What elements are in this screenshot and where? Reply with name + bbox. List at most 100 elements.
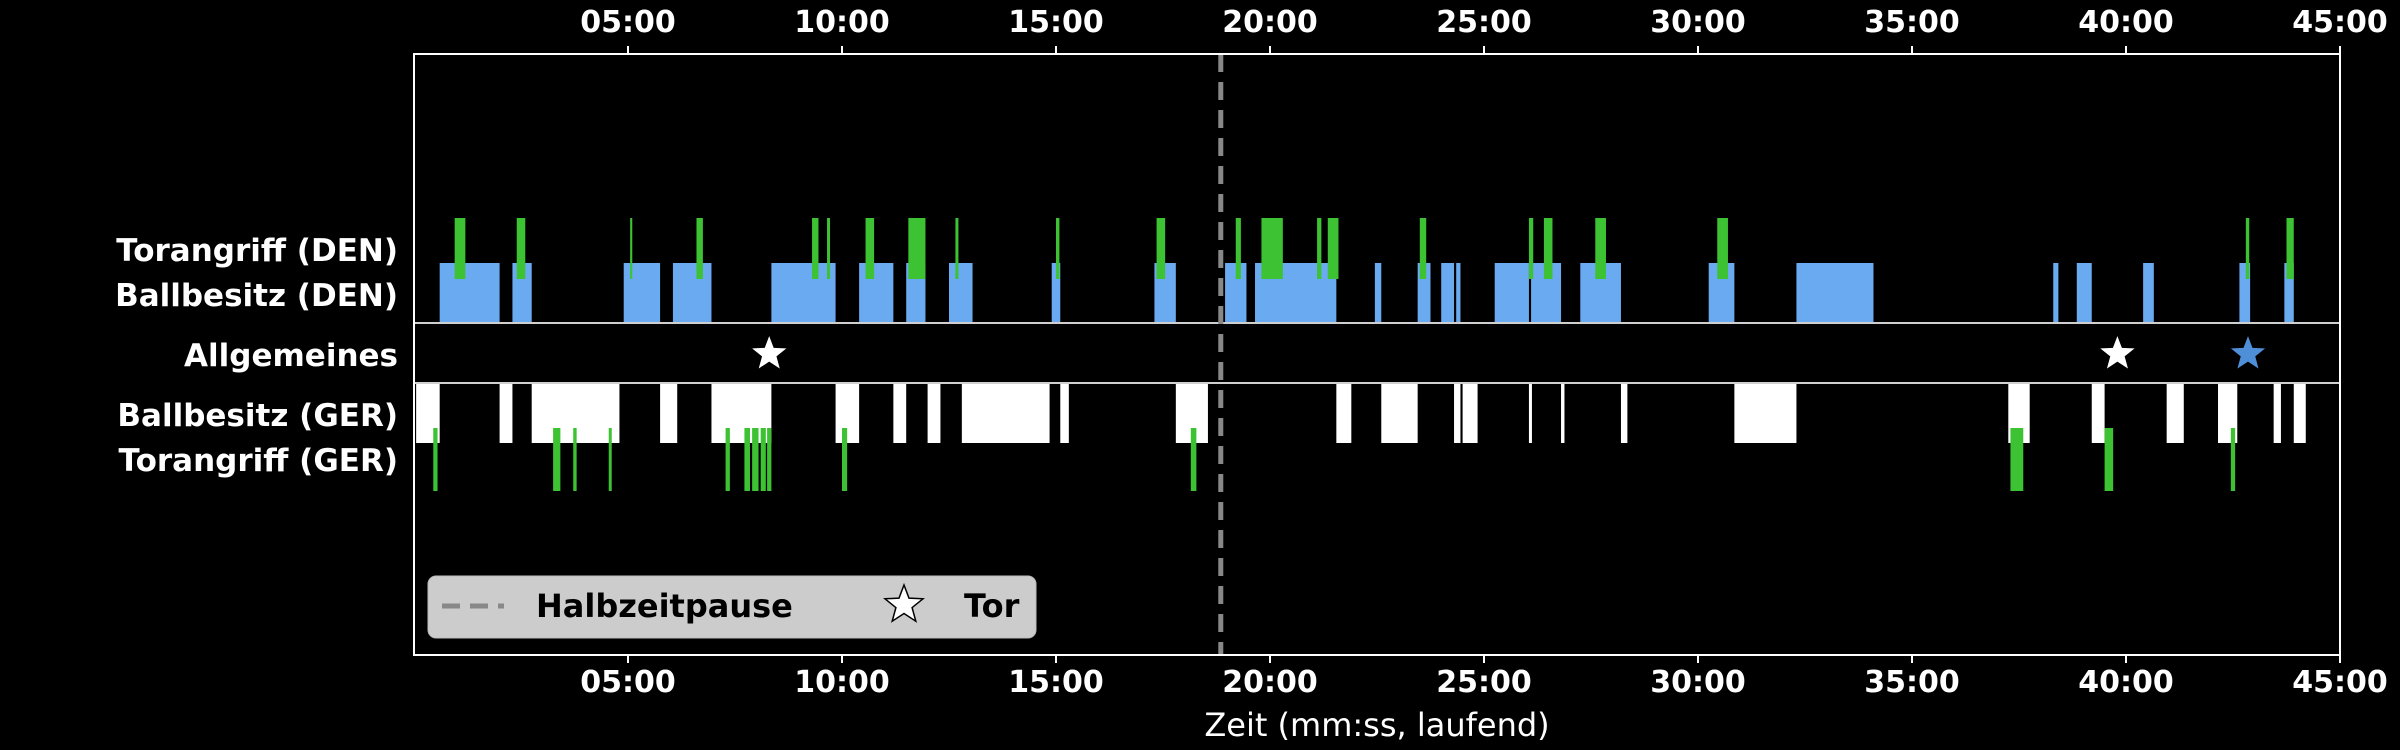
torangriff-ger-bar	[744, 428, 750, 491]
torangriff-ger-bar	[608, 428, 612, 491]
ballbesitz-ger-bar	[1454, 383, 1461, 443]
ballbesitz-den-bar	[1441, 263, 1455, 323]
torangriff-ger-bar	[1190, 428, 1197, 491]
ballbesitz-ger-bar	[1462, 383, 1478, 443]
ballbesitz-den-bar	[2284, 263, 2294, 323]
ballbesitz-ger-bar	[927, 383, 941, 443]
torangriff-den-bar	[908, 218, 926, 279]
torangriff-ger-bar	[553, 428, 561, 491]
tick-label-top: 45:00	[2292, 5, 2388, 40]
ballbesitz-ger-bar	[2166, 383, 2184, 443]
ballbesitz-den-bar	[623, 263, 661, 323]
row-label-ballbesitz-ger: Ballbesitz (GER)	[117, 398, 398, 434]
torangriff-ger-series	[433, 428, 2236, 491]
goal-star-icon	[2226, 331, 2270, 372]
tick-label-bottom: 35:00	[1864, 665, 1960, 700]
tick-label-bottom: 15:00	[1008, 665, 1104, 700]
tick-label-top: 05:00	[580, 5, 676, 40]
ballbesitz-den-bar	[1051, 263, 1061, 323]
ballbesitz-ger-bar	[893, 383, 907, 443]
torangriff-den-bar	[2286, 218, 2294, 279]
torangriff-ger-bar	[752, 428, 759, 491]
ballbesitz-ger-bar	[961, 383, 1050, 443]
ballbesitz-ger-bar	[660, 383, 678, 443]
ballbesitz-den-bar	[2076, 263, 2092, 323]
torangriff-den-bar	[1056, 218, 1060, 279]
goal-star-icon	[748, 331, 791, 372]
torangriff-den-bar	[454, 218, 466, 279]
torangriff-den-bar	[630, 218, 633, 279]
torangriff-ger-bar	[760, 428, 766, 491]
ballbesitz-den-bar	[1225, 263, 1247, 323]
ballbesitz-ger-bar	[1381, 383, 1418, 443]
ballbesitz-ger-bar	[1528, 383, 1532, 443]
goal-star-icon	[2096, 331, 2139, 372]
ballbesitz-ger-bar	[1620, 383, 1628, 443]
ballbesitz-den-bar	[949, 263, 973, 323]
ballbesitz-den-bar	[672, 263, 712, 323]
tick-label-bottom: 25:00	[1436, 665, 1532, 700]
torangriff-den-bar	[1156, 218, 1166, 279]
torangriff-ger-bar	[2104, 428, 2114, 491]
torangriff-ger-bar	[433, 428, 438, 491]
legend-label-halbzeitpause: Halbzeitpause	[536, 587, 793, 625]
tick-label-top: 30:00	[1650, 5, 1746, 40]
plot-frame	[413, 53, 2341, 656]
row-label-allgemeines: Allgemeines	[184, 338, 398, 374]
ballbesitz-ger-bar	[1336, 383, 1352, 443]
torangriff-den-bar	[1595, 218, 1606, 279]
torangriff-den-bar	[1327, 218, 1339, 279]
tick-label-top: 10:00	[794, 5, 890, 40]
ballbesitz-den-series	[439, 263, 2294, 323]
ballbesitz-den-bar	[2053, 263, 2059, 323]
row-label-torangriff-ger: Torangriff (GER)	[119, 443, 398, 479]
tick-label-bottom: 45:00	[2292, 665, 2388, 700]
ballbesitz-ger-bar	[1561, 383, 1565, 443]
torangriff-den-bar	[1317, 218, 1322, 279]
tick-label-top: 20:00	[1222, 5, 1318, 40]
torangriff-ger-bar	[2230, 428, 2236, 491]
ballbesitz-den-bar	[859, 263, 894, 323]
ballbesitz-ger-bar	[2091, 383, 2105, 443]
tick-label-bottom: 20:00	[1222, 665, 1318, 700]
torangriff-ger-bar	[2010, 428, 2024, 491]
legend-label-tor: Tor	[964, 587, 1020, 625]
tick-label-top: 25:00	[1436, 5, 1532, 40]
torangriff-ger-bar	[842, 428, 848, 491]
ballbesitz-den-bar	[2143, 263, 2154, 323]
ballbesitz-den-bar	[1494, 263, 1529, 323]
star-icon	[882, 582, 926, 623]
legend: Halbzeitpause Tor	[427, 575, 1037, 639]
ballbesitz-ger-bar	[499, 383, 513, 443]
torangriff-den-bar	[865, 218, 875, 279]
torangriff-den-series	[454, 218, 2294, 279]
torangriff-ger-bar	[573, 428, 577, 491]
tick-label-bottom: 40:00	[2078, 665, 2174, 700]
torangriff-den-bar	[696, 218, 703, 279]
ballbesitz-ger-bar	[1060, 383, 1069, 443]
legend-box	[427, 575, 1037, 639]
ballbesitz-den-bar	[771, 263, 836, 323]
torangriff-den-bar	[2245, 218, 2250, 279]
ballbesitz-den-bar	[1374, 263, 1382, 323]
torangriff-den-bar	[1261, 218, 1283, 279]
ballbesitz-ger-bar	[835, 383, 860, 443]
tick-label-top: 15:00	[1008, 5, 1104, 40]
torangriff-den-bar	[827, 218, 831, 279]
torangriff-den-bar	[1543, 218, 1553, 279]
ballbesitz-den-bar	[2239, 263, 2251, 323]
ballbesitz-ger-bar	[2273, 383, 2281, 443]
torangriff-den-bar	[955, 218, 959, 279]
torangriff-den-bar	[1419, 218, 1427, 279]
tick-label-bottom: 10:00	[794, 665, 890, 700]
tick-label-top: 40:00	[2078, 5, 2174, 40]
ballbesitz-ger-bar	[1734, 383, 1797, 443]
x-axis-label: Zeit (mm:ss, laufend)	[1204, 706, 1549, 744]
tick-label-top: 35:00	[1864, 5, 1960, 40]
torangriff-den-bar	[1717, 218, 1728, 279]
ballbesitz-den-bar	[439, 263, 500, 323]
torangriff-den-bar	[1528, 218, 1534, 279]
torangriff-den-bar	[516, 218, 526, 279]
torangriff-den-bar	[812, 218, 819, 279]
